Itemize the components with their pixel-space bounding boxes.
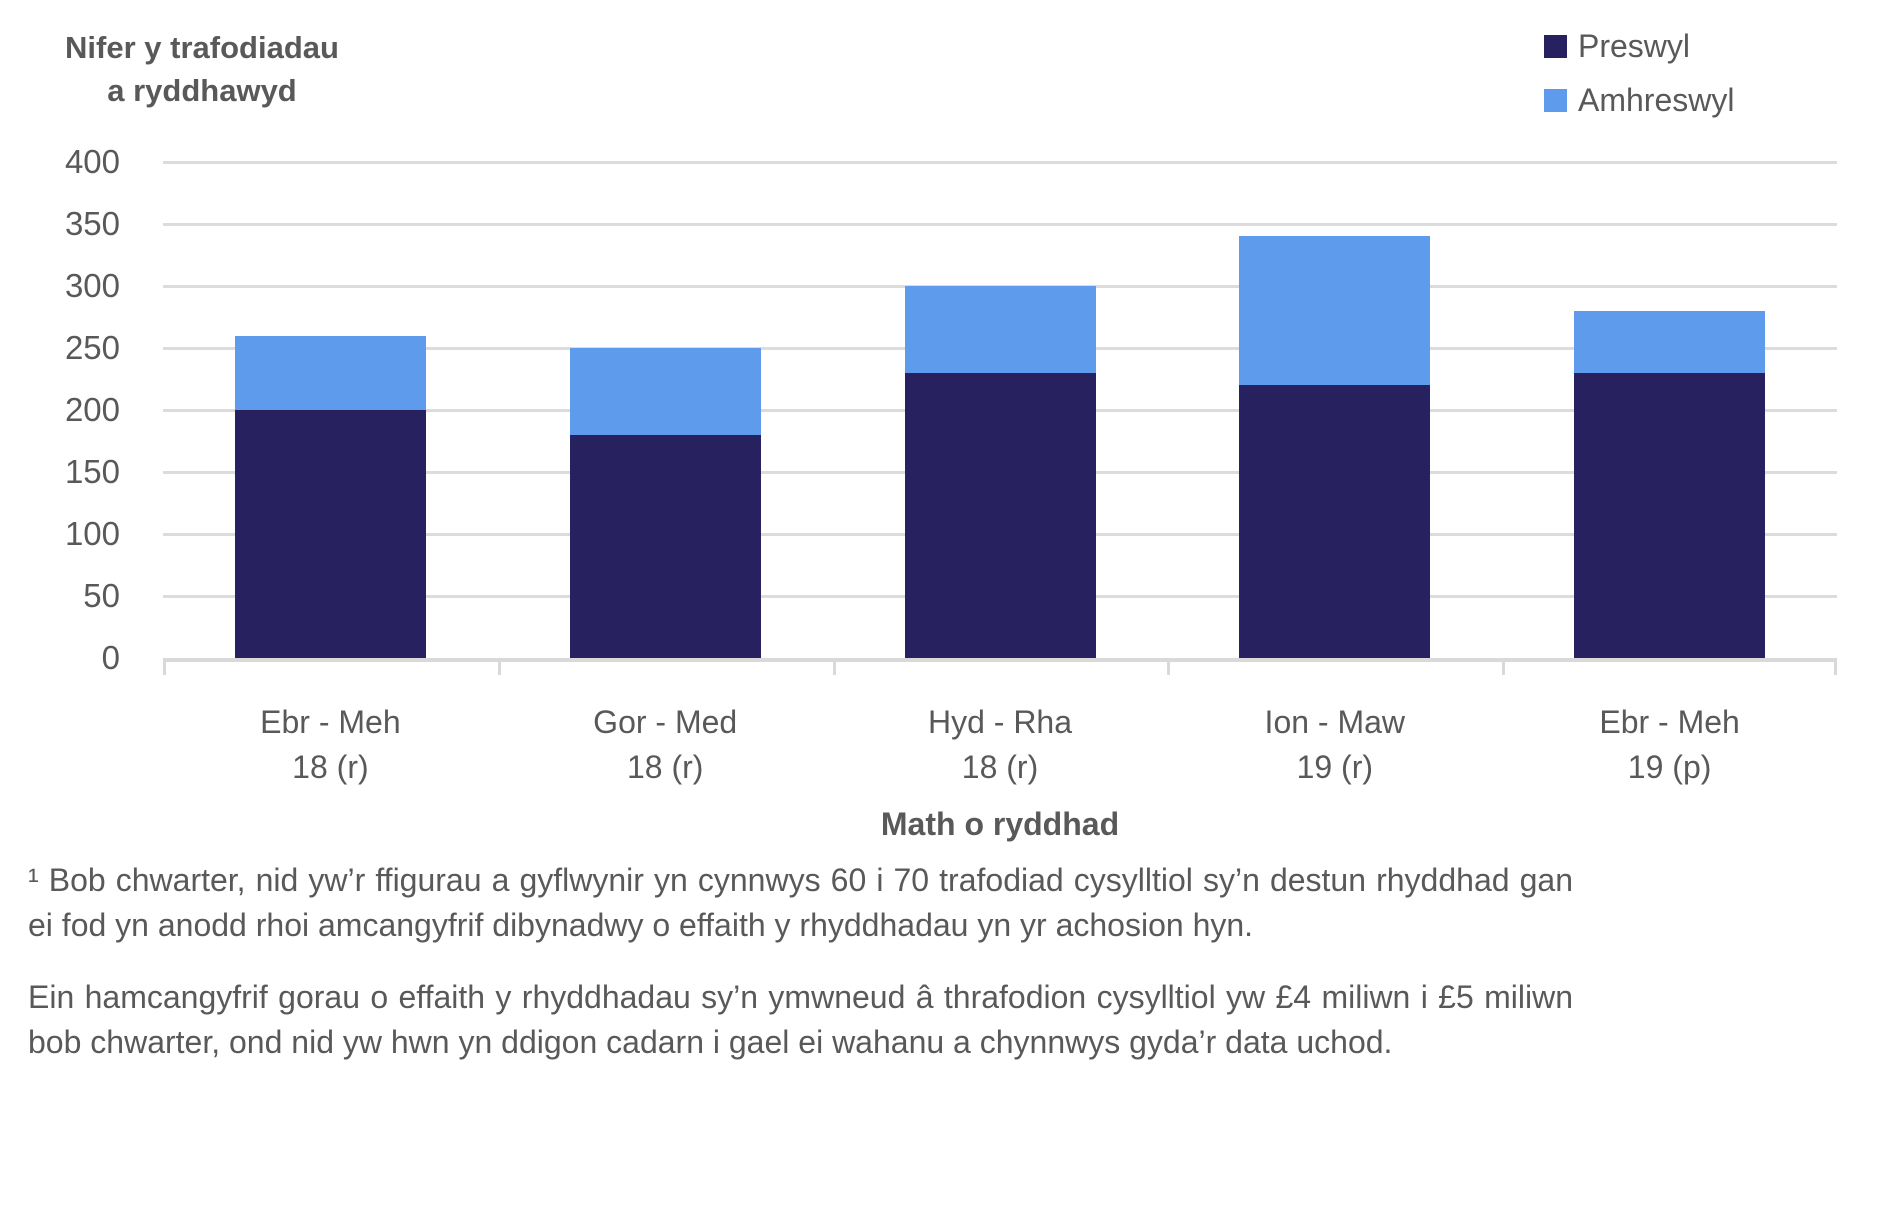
- y-tick-label-300: 300: [64, 267, 120, 304]
- x-tick-label-3-line-2: 19 (r): [1296, 749, 1374, 785]
- plot-area: [163, 160, 1837, 675]
- x-tick-label-3-line-1: Ion - Maw: [1264, 704, 1406, 740]
- y-tick-label-50: 50: [83, 577, 120, 614]
- bar-segment-amhreswyl-3: [1239, 236, 1431, 386]
- x-axis-tick-5: [1834, 662, 1837, 675]
- x-tick-label-2-line-2: 18 (r): [961, 749, 1039, 785]
- y-tick-label-400: 400: [64, 143, 120, 180]
- x-tick-label-0-line-2: 18 (r): [292, 749, 369, 785]
- x-axis-tick-1: [497, 662, 501, 675]
- gridline-300: [163, 284, 1837, 288]
- x-axis-tick-0: [163, 662, 166, 675]
- y-axis-title-line-2: a ryddhawyd: [107, 73, 297, 108]
- y-tick-label-100: 100: [64, 515, 120, 552]
- x-tick-label-2-line-1: Hyd - Rha: [927, 704, 1073, 740]
- bar-segment-preswyl-2: [904, 372, 1096, 658]
- x-tick-label-3: Ion - Maw 19 (r): [1167, 700, 1503, 790]
- x-tick-label-1: Gor - Med 18 (r): [497, 700, 833, 790]
- legend-swatch-preswyl: [1544, 35, 1567, 58]
- y-tick-label-150: 150: [64, 453, 120, 490]
- bar-segment-preswyl-3: [1239, 385, 1431, 658]
- x-axis-title: Math o ryddhad: [880, 806, 1120, 842]
- x-tick-label-4-line-1: Ebr - Meh: [1599, 704, 1740, 740]
- x-tick-labels: Ebr - Meh 18 (r) Gor - Med 18 (r) Hyd - Rha 1…: [163, 700, 1837, 796]
- legend-label-preswyl: Preswyl: [1578, 28, 1691, 64]
- legend-label-amhreswyl: Amhreswyl: [1578, 82, 1735, 118]
- x-axis-tick-4: [1502, 662, 1506, 675]
- footnotes: ¹ Bob chwarter, nid yw’r ffigurau a gyfl…: [28, 858, 1573, 1092]
- legend-swatch-amhreswyl: [1544, 89, 1567, 112]
- bar-segment-amhreswyl-4: [1574, 310, 1766, 373]
- bar-segment-preswyl-4: [1574, 372, 1766, 658]
- legend: Preswyl Amhreswyl: [1544, 28, 1734, 136]
- bar-segment-amhreswyl-1: [569, 348, 761, 435]
- gridline-350: [163, 222, 1837, 226]
- y-tick-label-350: 350: [64, 205, 120, 242]
- y-tick-label-200: 200: [64, 391, 120, 428]
- footnote-2: Ein hamcangyfrif gorau o effaith y rhydd…: [28, 979, 1573, 1060]
- gridline-400: [163, 160, 1837, 164]
- x-tick-label-0-line-1: Ebr - Meh: [260, 704, 401, 740]
- x-tick-label-4: Ebr - Meh 19 (p): [1502, 700, 1838, 790]
- x-tick-label-0: Ebr - Meh 18 (r): [162, 700, 498, 790]
- y-tick-label-0: 0: [101, 639, 120, 676]
- y-axis-title-line-1: Nifer y trafodiadau: [65, 30, 339, 65]
- x-axis-tick-2: [832, 662, 836, 675]
- x-tick-label-1-line-1: Gor - Med: [593, 704, 738, 740]
- x-tick-label-1-line-2: 18 (r): [626, 749, 704, 785]
- y-axis-title: Nifer y trafodiadau a ryddhawyd: [28, 26, 376, 112]
- x-axis-tick-3: [1167, 662, 1171, 675]
- bar-segment-preswyl-1: [569, 434, 761, 658]
- bar-segment-amhreswyl-2: [904, 286, 1096, 373]
- legend-item-preswyl: Preswyl: [1544, 28, 1734, 65]
- x-tick-label-2: Hyd - Rha 18 (r): [832, 700, 1168, 790]
- bar-segment-amhreswyl-0: [234, 335, 426, 410]
- y-tick-label-250: 250: [64, 329, 120, 366]
- footnote-1: ¹ Bob chwarter, nid yw’r ffigurau a gyfl…: [28, 862, 1573, 943]
- legend-item-amhreswyl: Amhreswyl: [1544, 82, 1734, 119]
- x-tick-label-4-line-2: 19 (p): [1627, 749, 1712, 785]
- bar-segment-preswyl-0: [234, 410, 426, 658]
- y-tick-labels: 0 50 100 150 200 250 300 350 400: [0, 143, 120, 676]
